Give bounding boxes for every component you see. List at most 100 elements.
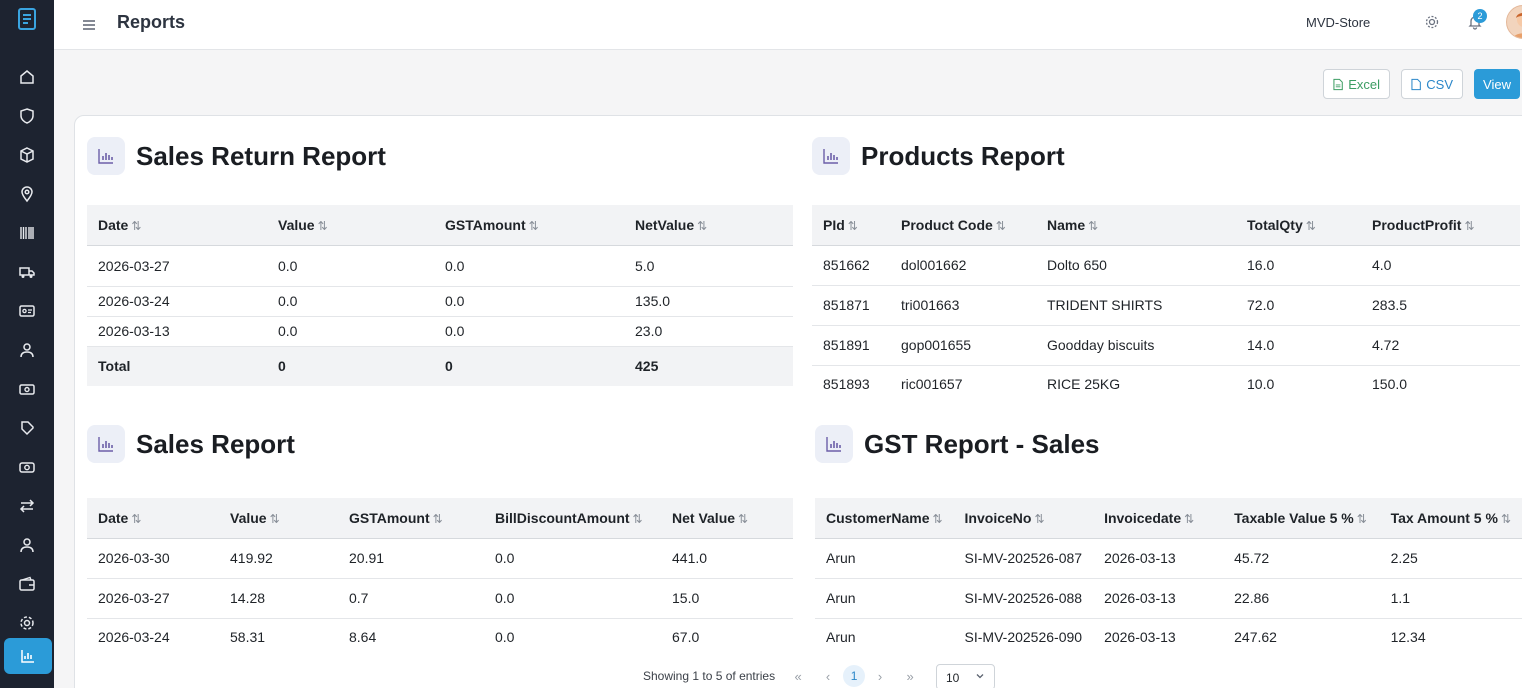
sort-icon: ⇅ (1088, 218, 1099, 233)
cell: 2026-03-13 (1093, 578, 1224, 619)
cell: dol001662 (890, 245, 1036, 286)
products-title: Products Report (861, 140, 1065, 171)
csv-label: CSV (1426, 76, 1453, 92)
export-excel-button[interactable]: Excel (1323, 69, 1390, 99)
settings-icon[interactable] (0, 604, 54, 642)
top-bar: Reports MVD-Store 2 (54, 0, 1522, 50)
page-number-button[interactable]: 1 (843, 665, 866, 687)
table-row: Arun SI-MV-202526-088 2026-03-13 22.86 1.1 (815, 578, 1522, 619)
sales-header: Sales Report (87, 425, 295, 463)
truck-icon[interactable] (0, 253, 54, 291)
column-header[interactable]: Product Code ⇅ (890, 205, 1036, 246)
table-row: 2026-03-24 58.31 8.64 0.0 67.0 (87, 618, 793, 656)
cell: 0.0 (267, 245, 434, 287)
column-header[interactable]: Date ⇅ (87, 498, 219, 539)
money-icon[interactable] (0, 448, 54, 486)
column-header[interactable]: ProductProfit ⇅ (1361, 205, 1520, 246)
hamburger-menu-icon[interactable] (78, 14, 100, 36)
cell: 2026-03-24 (98, 629, 170, 646)
bar-chart-icon (87, 137, 125, 175)
products-header: Products Report (812, 137, 1065, 175)
location-icon[interactable] (0, 175, 54, 213)
transfer-icon[interactable] (0, 487, 54, 525)
cell: 1.1 (1379, 578, 1522, 619)
first-page-icon[interactable]: « (794, 668, 802, 684)
cell: 135.0 (624, 286, 793, 317)
store-selector[interactable]: MVD-Store (1306, 15, 1371, 30)
cell: 4.0 (1361, 245, 1520, 286)
sort-icon: ⇅ (1464, 218, 1475, 233)
gst-header: GST Report - Sales (815, 425, 1100, 463)
cell: SI-MV-202526-088 (953, 578, 1094, 619)
wallet-icon[interactable] (0, 565, 54, 603)
sales-title: Sales Report (136, 428, 295, 459)
column-header[interactable]: Value ⇅ (219, 498, 338, 539)
sort-icon: ⇅ (1305, 218, 1316, 233)
reports-icon[interactable] (4, 638, 52, 674)
column-header[interactable]: TotalQty ⇅ (1236, 205, 1361, 246)
column-header[interactable]: CustomerName ⇅ (815, 498, 954, 539)
notification-badge: 2 (1473, 9, 1487, 23)
id-card-icon[interactable] (0, 292, 54, 330)
cell: 283.5 (1361, 285, 1520, 326)
cell: 45.72 (1223, 538, 1380, 579)
bar-chart-icon (812, 137, 850, 175)
cell: 8.64 (349, 629, 377, 646)
cell: 0.0 (434, 286, 624, 317)
cell: 2026-03-24 (87, 286, 267, 317)
sort-icon: ⇅ (432, 511, 443, 526)
barcode-icon[interactable] (0, 214, 54, 252)
cell: SI-MV-202526-090 (964, 629, 1083, 646)
column-header[interactable]: NetValue ⇅ (624, 205, 793, 246)
cell: RICE 25KG (1047, 376, 1121, 393)
products-table: PId ⇅ Product Code ⇅ Name ⇅ TotalQty ⇅ Produ… (812, 205, 1520, 403)
home-icon[interactable] (0, 58, 54, 96)
box-icon[interactable] (0, 136, 54, 174)
tag-icon[interactable] (0, 409, 54, 447)
page-title: Reports (117, 12, 186, 32)
view-button[interactable]: View (1474, 69, 1520, 99)
column-header[interactable]: Invoicedate ⇅ (1093, 498, 1224, 539)
cell: 441.0 (661, 538, 793, 579)
column-header[interactable]: Value ⇅ (267, 205, 434, 246)
sort-icon: ⇅ (697, 218, 708, 233)
last-page-icon[interactable]: » (906, 668, 914, 684)
cash-icon[interactable] (0, 370, 54, 408)
sort-icon: ⇅ (269, 511, 280, 526)
column-header[interactable]: GSTAmount ⇅ (434, 205, 624, 246)
cell: 12.34 (1390, 629, 1426, 646)
app-logo-icon[interactable] (17, 8, 37, 30)
column-header[interactable]: Name ⇅ (1036, 205, 1236, 246)
theme-settings-icon[interactable] (1422, 12, 1442, 32)
column-header[interactable]: BillDiscountAmount ⇅ (484, 498, 661, 539)
column-header[interactable]: Date ⇅ (87, 205, 267, 246)
avatar[interactable] (1506, 5, 1522, 39)
shield-icon[interactable] (0, 97, 54, 135)
person-icon[interactable] (0, 526, 54, 564)
column-header[interactable]: PId ⇅ (812, 205, 890, 246)
gst-table: CustomerName ⇅ InvoiceNo ⇅ Invoicedate ⇅ Ta… (815, 498, 1522, 656)
prev-page-icon[interactable]: ‹ (825, 668, 831, 684)
column-header[interactable]: Net Value ⇅ (661, 498, 793, 539)
cell: 67.0 (672, 629, 700, 646)
column-header[interactable]: Taxable Value 5 % ⇅ (1223, 498, 1380, 539)
cell: 851891 (812, 325, 890, 366)
cell: 0 (434, 346, 624, 386)
sort-icon: ⇅ (847, 218, 858, 233)
cell: 851871 (812, 285, 890, 326)
column-header[interactable]: GSTAmount ⇅ (338, 498, 484, 539)
user-icon[interactable] (0, 331, 54, 369)
chevron-down-icon (976, 674, 984, 679)
next-page-icon[interactable]: › (877, 668, 883, 684)
column-header[interactable]: Tax Amount 5 % ⇅ (1379, 498, 1522, 539)
cell: 15.0 (661, 578, 793, 619)
cell: 0.0 (267, 316, 434, 347)
export-csv-button[interactable]: CSV (1401, 69, 1463, 99)
page-size-select[interactable]: 10 (936, 664, 995, 688)
pagination-info: Showing 1 to 5 of entries (643, 669, 776, 683)
sales-return-title: Sales Return Report (136, 140, 386, 171)
sales-return-header: Sales Return Report (87, 137, 386, 175)
column-header[interactable]: InvoiceNo ⇅ (953, 498, 1094, 539)
file-icon (1411, 78, 1421, 90)
cell: 16.0 (1236, 245, 1361, 286)
